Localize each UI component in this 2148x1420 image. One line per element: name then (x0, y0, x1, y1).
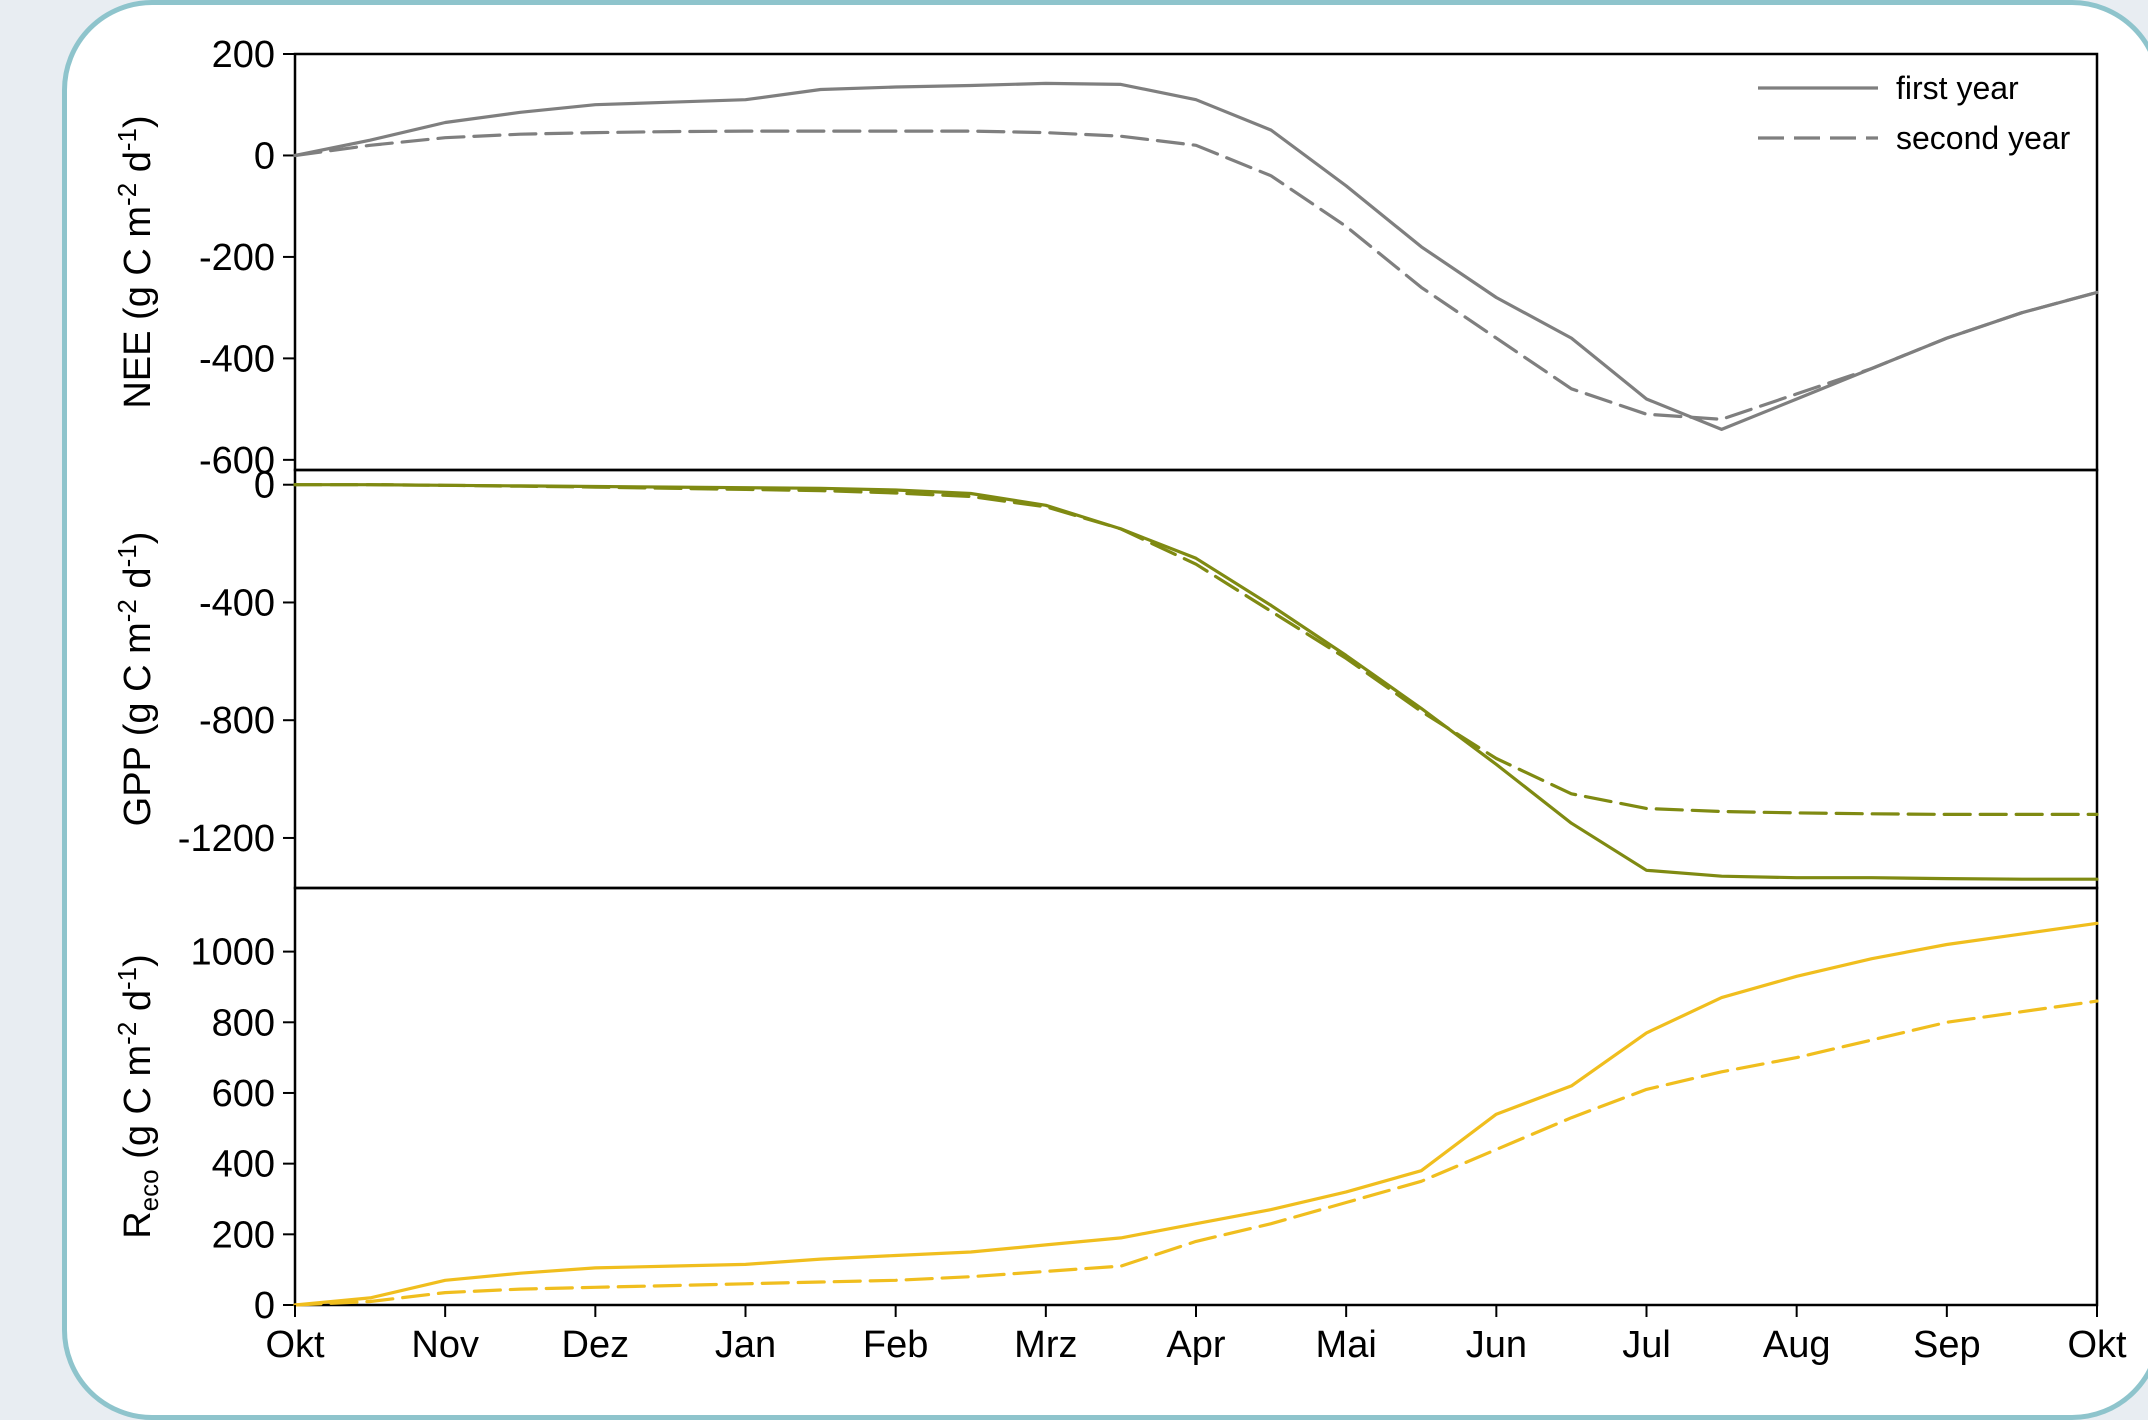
x-tick-label: Mrz (1014, 1324, 1077, 1366)
figure-card (62, 0, 2148, 1420)
y-axis-title: GPP (g C m-2 d-1) (112, 532, 159, 827)
x-axis: Okt Nov Dez Jan Feb Mrz Apr Mai Jun Jul Aug Sep Okt (265, 1305, 2127, 1366)
y-tick-label: 0 (254, 135, 275, 177)
x-tick-label: Okt (265, 1324, 325, 1366)
y-tick-label: -400 (199, 338, 275, 380)
x-tick-label: Aug (1763, 1324, 1831, 1366)
y-tick-label: 400 (212, 1144, 275, 1186)
panel-gpp: 0 -400 -800 -1200 GPP (g C m-2 d-1) (112, 465, 2099, 890)
series-line-first-year (293, 81, 2099, 431)
y-tick-label: 1000 (190, 932, 275, 974)
y-tick-label: 200 (212, 34, 275, 76)
series-line-first-year (293, 921, 2099, 1307)
series-line-first-year (293, 483, 2099, 881)
panel-frame (293, 468, 2099, 890)
chart: 200 0 -200 -400 -600 NEE (g C m-2 d-1) 0 -400 -8… (112, 34, 2127, 1366)
y-tick-label: 0 (254, 1285, 275, 1327)
series-line-second-year (293, 483, 2099, 817)
x-tick-label: Feb (863, 1324, 928, 1366)
series-line-second-year (293, 129, 2099, 421)
y-tick-label: -800 (199, 700, 275, 742)
panel-frame (293, 52, 2099, 472)
x-tick-label: Sep (1913, 1324, 1981, 1366)
y-tick-label: -400 (199, 582, 275, 624)
x-tick-label: Apr (1166, 1324, 1225, 1366)
x-tick-label: Okt (2067, 1324, 2127, 1366)
legend-label-first-year: first year (1896, 70, 2019, 106)
legend: first year second year (1758, 70, 2071, 156)
x-tick-label: Mai (1316, 1324, 1377, 1366)
panel-reco: 0 200 400 600 800 1000 Reco (g C m-2 d-1) (112, 886, 2099, 1327)
y-tick-label: -200 (199, 237, 275, 279)
x-tick-label: Dez (562, 1324, 630, 1366)
x-tick-label: Jan (715, 1324, 776, 1366)
y-axis-title: NEE (g C m-2 d-1) (112, 115, 159, 408)
x-tick-label: Jul (1622, 1324, 1671, 1366)
y-tick-label: -1200 (178, 818, 275, 860)
x-tick-label: Nov (411, 1324, 479, 1366)
y-tick-label: 800 (212, 1002, 275, 1044)
y-tick-label: 0 (254, 465, 275, 507)
y-tick-label: 200 (212, 1214, 275, 1256)
panel-nee: 200 0 -200 -400 -600 NEE (g C m-2 d-1) (112, 34, 2099, 482)
y-tick-label: -600 (199, 440, 275, 482)
x-tick-label: Jun (1466, 1324, 1527, 1366)
series-line-second-year (293, 999, 2099, 1307)
legend-label-second-year: second year (1896, 120, 2071, 156)
y-axis-title: Reco (g C m-2 d-1) (112, 954, 164, 1239)
y-tick-label: 600 (212, 1073, 275, 1115)
